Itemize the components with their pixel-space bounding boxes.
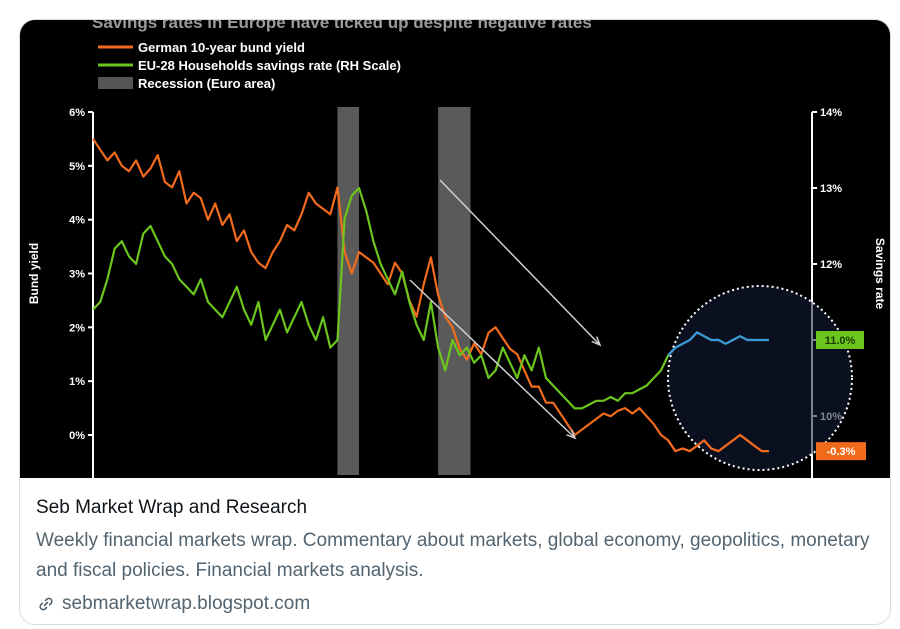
chart-svg: Savings rates in Europe have ticked up d… <box>27 20 887 478</box>
card-link-text: sebmarketwrap.blogspot.com <box>62 593 311 614</box>
trend-arrow-0 <box>439 179 601 346</box>
legend-swatch-2 <box>98 77 133 89</box>
trend-arrowhead-1 <box>566 429 577 440</box>
highlight-circle <box>667 285 853 471</box>
series-tail-1 <box>667 331 769 356</box>
bund-callout-box <box>816 442 866 461</box>
right-tick-label: 13% <box>820 183 842 195</box>
series-tail-0 <box>667 433 769 453</box>
chart-title: Savings rates in Europe have ticked up d… <box>92 20 592 32</box>
left-tick-label: 2% <box>69 322 85 334</box>
link-icon <box>36 594 56 614</box>
series-line-0 <box>92 138 769 453</box>
recession-band-0 <box>337 107 360 475</box>
legend-label-2: Recession (Euro area) <box>138 76 275 91</box>
card-meta: Seb Market Wrap and Research Weekly fina… <box>36 494 874 618</box>
card-description: Weekly financial markets wrap. Commentar… <box>36 530 870 581</box>
trend-arrows <box>409 179 602 440</box>
trend-arrowhead-0 <box>591 336 602 347</box>
left-tick-label: 0% <box>69 430 85 442</box>
trend-arrow-1 <box>409 279 576 439</box>
legend-label-0: German 10-year bund yield <box>138 40 305 55</box>
card-link[interactable]: sebmarketwrap.blogspot.com <box>36 590 874 618</box>
link-preview-card[interactable]: Savings rates in Europe have ticked up d… <box>19 19 891 625</box>
left-tick-label: 4% <box>69 215 85 227</box>
recession-band-1 <box>438 107 471 475</box>
savings-callout-label: 11.0% <box>825 335 856 347</box>
chart-image[interactable]: Savings rates in Europe have ticked up d… <box>20 20 890 478</box>
series-line-1 <box>92 186 769 410</box>
right-axis-label: Savings rate <box>873 238 887 310</box>
bund-callout-label: -0.3% <box>827 446 856 458</box>
card-title[interactable]: Seb Market Wrap and Research <box>36 497 308 518</box>
savings-callout-box <box>816 331 864 349</box>
left-tick-label: 3% <box>69 269 85 281</box>
left-tick-label: 6% <box>69 107 85 119</box>
legend-label-1: EU-28 Households savings rate (RH Scale) <box>138 58 401 73</box>
right-tick-label: 12% <box>820 259 842 271</box>
left-axis-label: Bund yield <box>27 243 41 304</box>
left-tick-label: 1% <box>69 376 85 388</box>
right-tick-label: 14% <box>820 107 842 119</box>
left-tick-label: 5% <box>69 161 85 173</box>
